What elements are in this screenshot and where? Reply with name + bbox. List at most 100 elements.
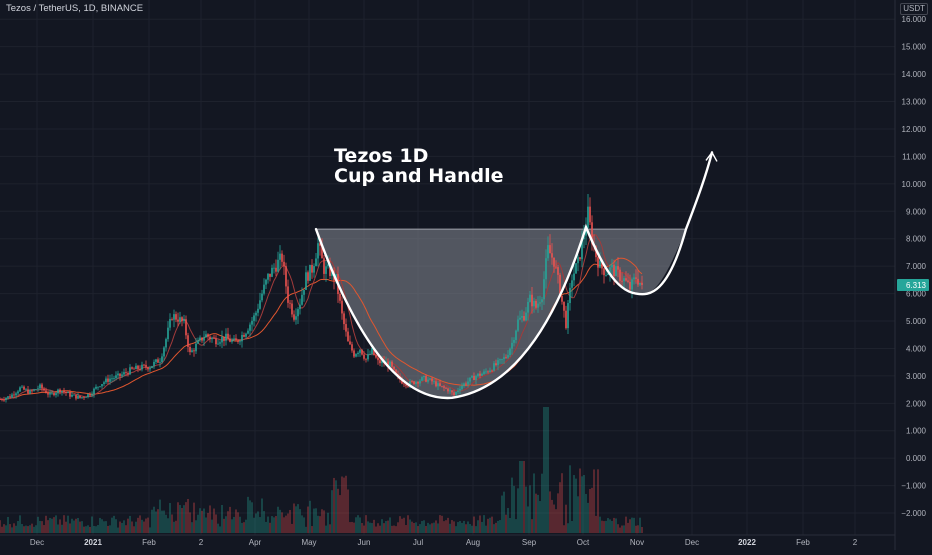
candle-body [387,361,389,367]
candle-body [489,370,491,373]
candle-body [137,365,139,369]
volume-bar [133,526,135,533]
candle-body [297,309,299,317]
volume-bar [161,510,163,533]
candle-body [233,338,235,341]
volume-bar [605,520,607,533]
volume-bar [441,515,443,533]
candle-body [93,388,95,395]
candle-body [491,370,493,372]
volume-bar [573,475,575,533]
candle-body [375,354,377,358]
candle-body [601,260,603,269]
candle-body [621,280,623,282]
candle-body [473,375,475,381]
volume-bar [569,465,571,533]
volume-bar [311,526,313,533]
candle-body [239,341,241,343]
volume-bar [607,518,609,533]
candle-body [111,378,113,380]
x-tick-label: Jul [413,538,423,547]
candle-body [199,337,201,341]
candle-body [181,317,183,322]
volume-bar [323,510,325,533]
volume-bar [469,524,471,533]
candle-body [551,253,553,258]
candle-body [177,319,179,322]
candle-body [305,272,307,290]
candle-body [19,387,21,392]
volume-bar [5,525,7,533]
volume-bar [11,527,13,533]
candle-body [617,266,619,270]
volume-bar [339,495,341,533]
candle-body [227,333,229,339]
volume-bar [233,516,235,533]
candle-body [453,392,455,396]
volume-bar [597,469,599,533]
candle-body [365,358,367,360]
volume-bar [269,522,271,533]
volume-bar [525,486,527,533]
volume-bar [51,518,53,533]
volume-bar [17,521,19,533]
candle-body [101,384,103,387]
candle-body [173,314,175,320]
currency-unit-badge[interactable]: USDT [900,3,928,15]
candle-body [553,257,555,267]
candle-body [247,330,249,334]
volume-bar [535,493,537,533]
candle-body [207,334,209,337]
volume-bar [327,512,329,533]
volume-bar [489,517,491,533]
candle-body [343,313,345,325]
candle-body [509,348,511,356]
candle-body [79,395,81,398]
price-axis[interactable]: −2.000 −1.000 0.000 1.000 2.000 3.000 4.000 5.0… [894,0,929,550]
candle-body [33,389,35,391]
volume-bar [565,504,567,533]
volume-bar [23,526,25,533]
candle-body [149,367,151,370]
volume-bar [443,521,445,533]
volume-bar [47,520,49,533]
candle-body [401,379,403,384]
time-axis[interactable]: Dec 2021 Feb 2 Apr May Jun Jul Aug Sep Oct Nov Dec 20… [0,534,895,547]
volume-bar [3,524,5,533]
y-tick-label: 11.000 [902,152,926,161]
volume-bar [501,495,503,533]
candle-body [59,389,61,393]
volume-bar [395,526,397,533]
volume-bar [625,516,627,533]
candle-body [367,354,369,360]
candle-body [519,317,521,320]
volume-bar [121,522,123,533]
volume-bar [213,508,215,533]
x-tick-label: May [301,538,316,547]
volume-bar [481,521,483,533]
volume-bar [289,509,291,533]
volume-bar [613,517,615,533]
volume-bar [633,517,635,533]
volume-bar [157,509,159,533]
volume-bar [245,519,247,533]
volume-bar [367,521,369,533]
candle-body [133,368,135,370]
candle-body [169,319,171,328]
candle-body [585,227,587,236]
candle-body [81,397,83,398]
candle-body [391,361,393,367]
volume-bar [435,520,437,533]
candle-body [123,372,125,375]
volume-bar [473,516,475,533]
volume-bar [267,516,269,533]
candle-body [357,352,359,355]
candle-body [275,267,277,272]
candle-body [131,367,133,369]
candle-body [327,264,329,267]
candle-body [363,354,365,359]
volume-bar [287,513,289,533]
candle-body [99,386,101,388]
